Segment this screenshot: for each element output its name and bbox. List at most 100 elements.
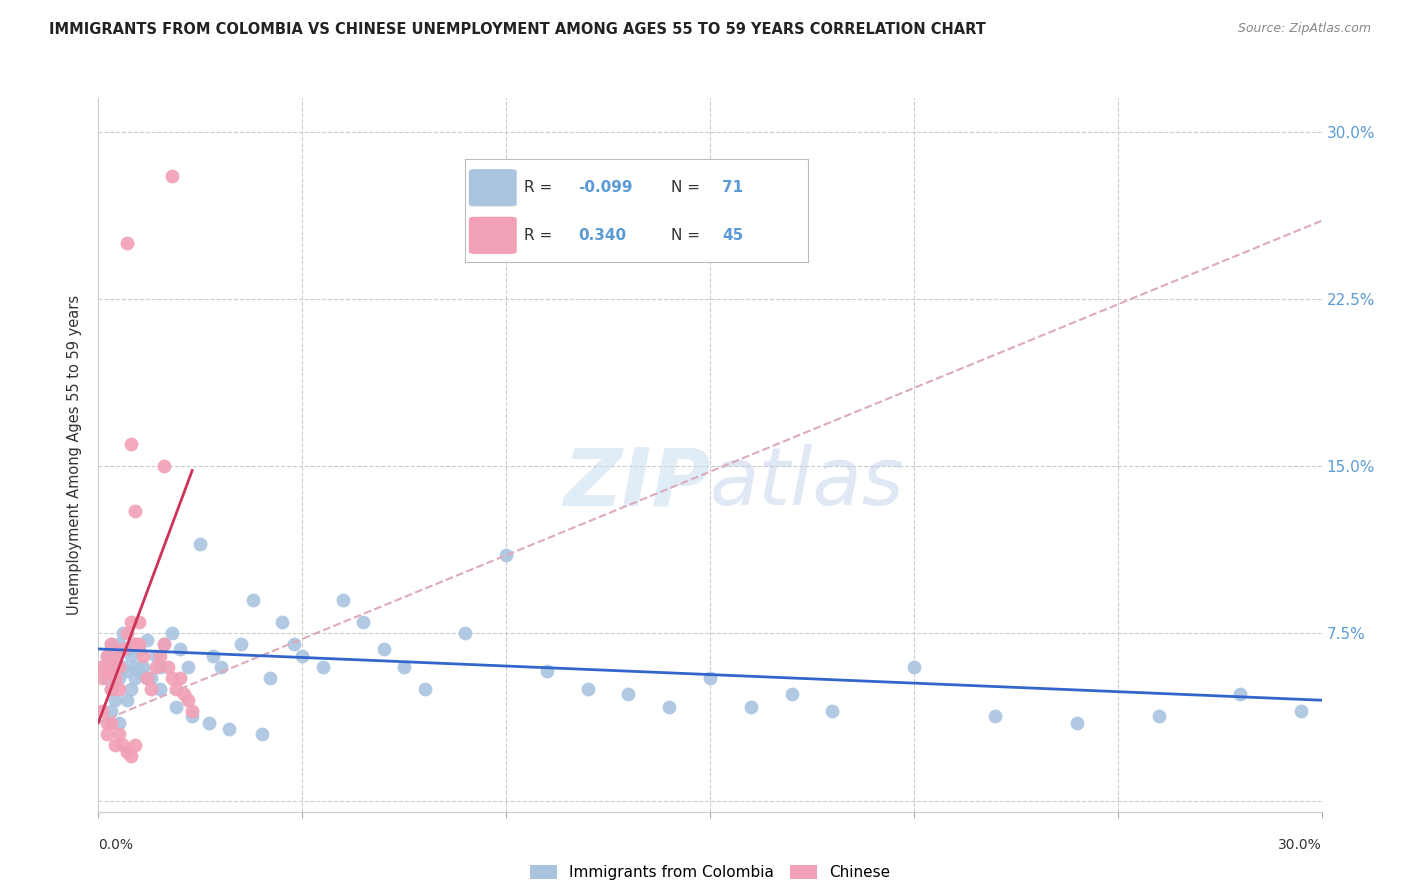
- Point: [124, 738, 146, 752]
- Point: [100, 681, 122, 696]
- Point: [495, 548, 517, 563]
- Point: [91, 705, 114, 719]
- Point: [136, 633, 159, 648]
- Point: [115, 235, 138, 250]
- Point: [132, 660, 155, 674]
- Point: [108, 671, 131, 685]
- Point: [197, 715, 219, 730]
- Point: [128, 664, 150, 678]
- Point: [283, 637, 305, 651]
- Point: [821, 705, 844, 719]
- Point: [120, 648, 142, 663]
- Point: [108, 715, 131, 730]
- Point: [1147, 708, 1170, 723]
- Point: [740, 699, 762, 714]
- Point: [111, 626, 134, 640]
- Point: [108, 726, 131, 740]
- Point: [1291, 705, 1313, 719]
- Point: [173, 687, 195, 701]
- Point: [96, 671, 118, 685]
- Point: [124, 637, 146, 651]
- Point: [149, 681, 172, 696]
- Point: [124, 637, 146, 651]
- Point: [104, 738, 127, 752]
- Text: atlas: atlas: [710, 444, 905, 523]
- Point: [104, 648, 127, 663]
- Point: [96, 715, 118, 730]
- Point: [1229, 687, 1251, 701]
- Point: [699, 671, 721, 685]
- Point: [100, 637, 122, 651]
- Point: [104, 671, 127, 685]
- Point: [536, 664, 558, 678]
- Point: [165, 699, 187, 714]
- Point: [177, 660, 200, 674]
- Point: [231, 637, 253, 651]
- Point: [104, 693, 127, 707]
- Point: [124, 503, 146, 517]
- Point: [177, 693, 200, 707]
- Point: [141, 681, 163, 696]
- Point: [115, 693, 138, 707]
- Point: [108, 660, 131, 674]
- Point: [104, 648, 127, 663]
- Point: [115, 744, 138, 758]
- Point: [169, 642, 191, 657]
- Point: [617, 687, 640, 701]
- Point: [312, 660, 335, 674]
- Point: [352, 615, 374, 630]
- Point: [100, 715, 122, 730]
- Point: [169, 671, 191, 685]
- Point: [201, 648, 224, 663]
- Point: [128, 642, 150, 657]
- Point: [100, 681, 122, 696]
- Point: [181, 708, 204, 723]
- Point: [120, 436, 142, 450]
- Point: [100, 705, 122, 719]
- Point: [108, 637, 131, 651]
- Point: [250, 726, 273, 740]
- Point: [124, 671, 146, 685]
- Point: [145, 660, 167, 674]
- Point: [91, 660, 114, 674]
- Text: ZIP: ZIP: [562, 444, 710, 523]
- Legend: Immigrants from Colombia, Chinese: Immigrants from Colombia, Chinese: [523, 859, 897, 886]
- Point: [100, 637, 122, 651]
- Text: 30.0%: 30.0%: [1278, 838, 1322, 853]
- Point: [115, 626, 138, 640]
- Point: [270, 615, 294, 630]
- Point: [291, 648, 314, 663]
- Point: [658, 699, 681, 714]
- Point: [181, 705, 204, 719]
- Point: [218, 723, 240, 737]
- Point: [111, 660, 134, 674]
- Point: [209, 660, 232, 674]
- Point: [96, 648, 118, 663]
- Point: [108, 681, 131, 696]
- Point: [152, 637, 174, 651]
- Point: [91, 671, 114, 685]
- Point: [188, 537, 212, 551]
- Point: [120, 749, 142, 764]
- Text: 0.0%: 0.0%: [98, 838, 134, 853]
- Point: [136, 671, 159, 685]
- Point: [413, 681, 436, 696]
- Point: [903, 660, 925, 674]
- Point: [111, 738, 134, 752]
- Point: [100, 660, 122, 674]
- Point: [160, 169, 183, 183]
- Point: [145, 648, 167, 663]
- Point: [576, 681, 599, 696]
- Point: [242, 592, 264, 607]
- Point: [141, 671, 163, 685]
- Point: [259, 671, 281, 685]
- Point: [392, 660, 416, 674]
- Point: [160, 626, 183, 640]
- Point: [115, 664, 138, 678]
- Point: [96, 664, 118, 678]
- Point: [132, 648, 155, 663]
- Point: [984, 708, 1007, 723]
- Point: [120, 615, 142, 630]
- Point: [149, 648, 172, 663]
- Point: [1066, 715, 1088, 730]
